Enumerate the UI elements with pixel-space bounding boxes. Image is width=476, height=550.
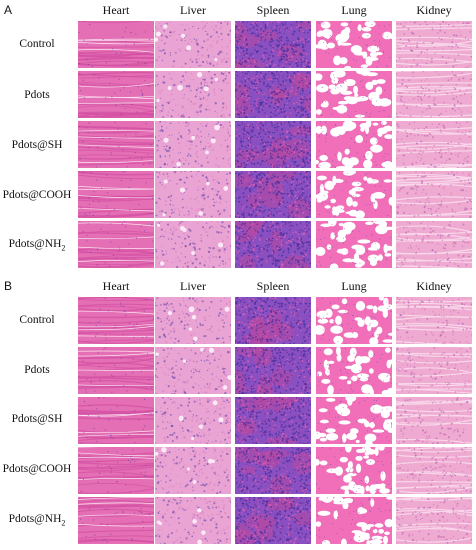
kidney-micrograph <box>396 497 472 544</box>
kidney-micrograph <box>396 397 472 444</box>
column-heading-heart: Heart <box>102 3 130 17</box>
spleen-micrograph <box>235 297 311 344</box>
heart-micrograph <box>78 171 154 218</box>
row-label-pdots: Pdots <box>24 364 50 376</box>
lung-micrograph <box>316 297 392 344</box>
row-label-subscript: 2 <box>61 243 66 253</box>
row-label-pdots-cooh: Pdots@COOH <box>2 189 72 201</box>
heart-micrograph <box>78 497 154 544</box>
row-label-pdots-sh: Pdots@SH <box>11 139 63 151</box>
lung-micrograph <box>316 347 392 394</box>
row-label-pdots-cooh: Pdots@COOH <box>2 463 72 475</box>
lung-micrograph <box>316 121 392 168</box>
lung-micrograph <box>316 171 392 218</box>
heart-micrograph <box>78 347 154 394</box>
spleen-micrograph <box>235 221 311 268</box>
heart-micrograph <box>78 221 154 268</box>
lung-micrograph <box>316 497 392 544</box>
row-label-pdots-nh2: Pdots@NH2 <box>0 238 74 252</box>
liver-micrograph <box>155 171 231 218</box>
heart-micrograph <box>78 397 154 444</box>
row-label-pdots-nh2: Pdots@NH2 <box>0 513 74 527</box>
spleen-micrograph <box>235 21 311 68</box>
lung-micrograph <box>316 221 392 268</box>
column-heading-kidney: Kidney <box>416 279 452 293</box>
column-heading-lung: Lung <box>341 3 367 17</box>
column-heading-liver: Liver <box>180 279 206 293</box>
liver-micrograph <box>155 297 231 344</box>
spleen-micrograph <box>235 497 311 544</box>
panel-a: A Heart Liver Spleen Lung Kidney Control… <box>0 3 472 268</box>
lung-micrograph <box>316 447 392 494</box>
spleen-micrograph <box>235 347 311 394</box>
kidney-micrograph <box>396 297 472 344</box>
row-label-subscript: 2 <box>61 518 66 528</box>
column-heading-spleen: Spleen <box>256 279 290 293</box>
liver-micrograph <box>155 397 231 444</box>
liver-micrograph <box>155 221 231 268</box>
lung-micrograph <box>316 397 392 444</box>
liver-micrograph <box>155 497 231 544</box>
spleen-micrograph <box>235 71 311 118</box>
spleen-micrograph <box>235 447 311 494</box>
liver-micrograph <box>155 347 231 394</box>
heart-micrograph <box>78 21 154 68</box>
column-heading-spleen: Spleen <box>256 3 290 17</box>
panel-b: B Heart Liver Spleen Lung Kidney Control… <box>0 276 476 550</box>
row-label-pdots: Pdots <box>24 89 50 101</box>
kidney-micrograph <box>396 447 472 494</box>
column-heading-heart: Heart <box>102 279 130 293</box>
row-label-control: Control <box>19 38 55 50</box>
heart-micrograph <box>78 297 154 344</box>
liver-micrograph <box>155 71 231 118</box>
column-heading-liver: Liver <box>180 3 206 17</box>
lung-micrograph <box>316 21 392 68</box>
row-label-main: Pdots@NH <box>8 238 62 250</box>
kidney-micrograph <box>396 347 472 394</box>
row-label-main: Pdots@NH <box>8 513 62 525</box>
heart-micrograph <box>78 447 154 494</box>
lung-micrograph <box>316 71 392 118</box>
panel-letter: B <box>4 279 13 293</box>
liver-micrograph <box>155 121 231 168</box>
spleen-micrograph <box>235 397 311 444</box>
kidney-micrograph <box>396 171 472 218</box>
spleen-micrograph <box>235 171 311 218</box>
kidney-micrograph <box>396 121 472 168</box>
liver-micrograph <box>155 447 231 494</box>
row-label-pdots-sh: Pdots@SH <box>11 413 63 425</box>
row-label-control: Control <box>19 314 55 326</box>
kidney-micrograph <box>396 21 472 68</box>
panel-letter: A <box>4 3 13 17</box>
kidney-micrograph <box>396 71 472 118</box>
liver-micrograph <box>155 21 231 68</box>
column-heading-kidney: Kidney <box>416 3 452 17</box>
column-heading-lung: Lung <box>341 279 367 293</box>
heart-micrograph <box>78 71 154 118</box>
heart-micrograph <box>78 121 154 168</box>
spleen-micrograph <box>235 121 311 168</box>
kidney-micrograph <box>396 221 472 268</box>
